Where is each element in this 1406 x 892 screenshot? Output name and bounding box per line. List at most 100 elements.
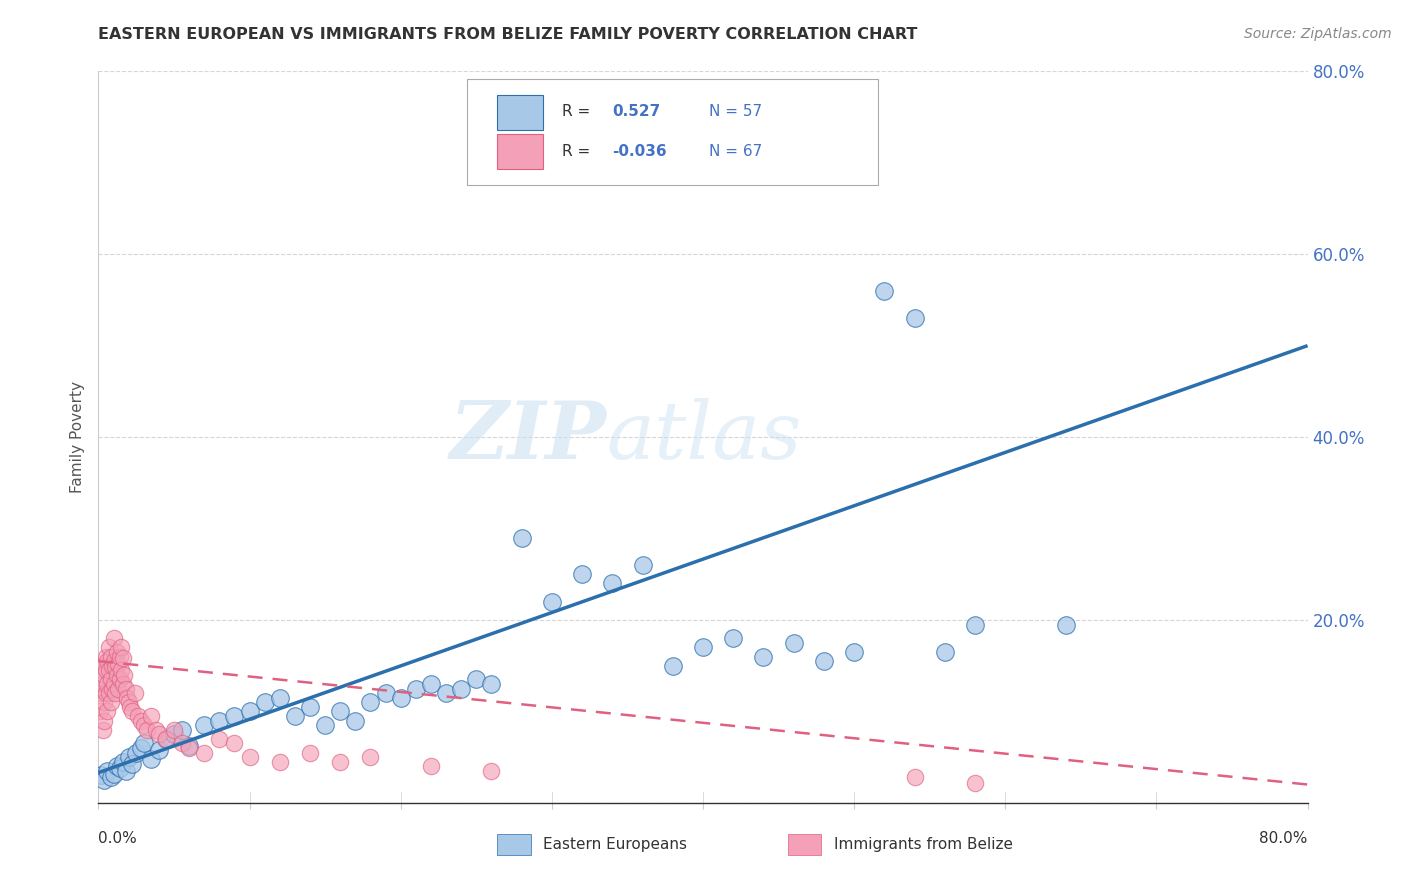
Point [269,755,291,769]
Point [141,709,163,723]
Point [904,770,927,784]
Point [101,658,124,673]
Point [101,681,124,696]
Point [91,723,114,737]
FancyBboxPatch shape [498,95,543,130]
FancyBboxPatch shape [498,833,531,855]
Point [105,667,128,681]
Point [155,731,177,746]
Point [112,667,135,681]
Point [374,686,396,700]
Point [103,766,125,780]
Point [420,677,443,691]
Point [329,705,352,719]
Point [193,746,215,760]
Point [115,690,138,705]
Point [631,558,654,573]
Point [465,673,488,687]
Point [94,686,117,700]
Text: 0.0%: 0.0% [98,831,138,846]
Point [98,686,121,700]
FancyBboxPatch shape [498,134,543,169]
Point [108,673,131,687]
Point [132,718,155,732]
Point [602,576,624,591]
Point [155,731,177,746]
Point [129,740,152,755]
Point [103,677,125,691]
Point [91,677,114,691]
Point [90,658,112,673]
Point [89,705,111,719]
Point [571,567,593,582]
Point [100,770,122,784]
Point [239,705,262,719]
Point [314,718,336,732]
Point [103,632,125,646]
Point [1054,617,1077,632]
Point [90,686,112,700]
Point [129,714,152,728]
Point [110,640,132,655]
Point [120,699,142,714]
Point [179,740,201,755]
Point [98,640,121,655]
Point [103,654,125,668]
Point [108,761,131,775]
Point [96,705,118,719]
Point [148,727,170,741]
Text: 80.0%: 80.0% [1260,831,1308,846]
Text: 0.527: 0.527 [613,104,661,120]
Point [179,739,201,753]
Point [420,759,443,773]
Point [96,654,118,668]
Point [844,645,866,659]
Point [224,736,246,750]
Point [125,746,148,760]
Text: EASTERN EUROPEAN VS IMMIGRANTS FROM BELIZE FAMILY POVERTY CORRELATION CHART: EASTERN EUROPEAN VS IMMIGRANTS FROM BELI… [98,27,918,42]
Point [107,681,129,696]
Point [360,695,382,709]
Point [90,768,112,782]
Point [110,663,132,677]
Point [104,686,127,700]
Point [284,709,307,723]
Point [934,645,956,659]
Point [299,746,322,760]
Text: R =: R = [561,104,589,120]
Point [100,695,122,709]
FancyBboxPatch shape [467,78,879,185]
Point [360,750,382,764]
Point [170,736,193,750]
Text: R =: R = [561,144,589,159]
Point [148,743,170,757]
Text: Eastern Europeans: Eastern Europeans [543,837,688,852]
Point [783,636,806,650]
Point [93,667,115,681]
Point [434,686,457,700]
Point [98,663,121,677]
Text: ZIP: ZIP [450,399,606,475]
Point [269,690,291,705]
Point [127,709,149,723]
Point [124,686,146,700]
Point [170,723,193,737]
Point [121,757,143,772]
Point [118,695,141,709]
Point [108,649,131,664]
Point [121,705,143,719]
Point [100,673,122,687]
Point [481,677,503,691]
Point [329,755,352,769]
Point [253,695,276,709]
Point [111,677,134,691]
Point [94,649,117,664]
Point [389,690,412,705]
Point [163,727,186,741]
Point [904,311,927,326]
Point [105,759,128,773]
Point [135,723,157,737]
Point [540,594,562,608]
Point [224,709,246,723]
Point [96,677,118,691]
